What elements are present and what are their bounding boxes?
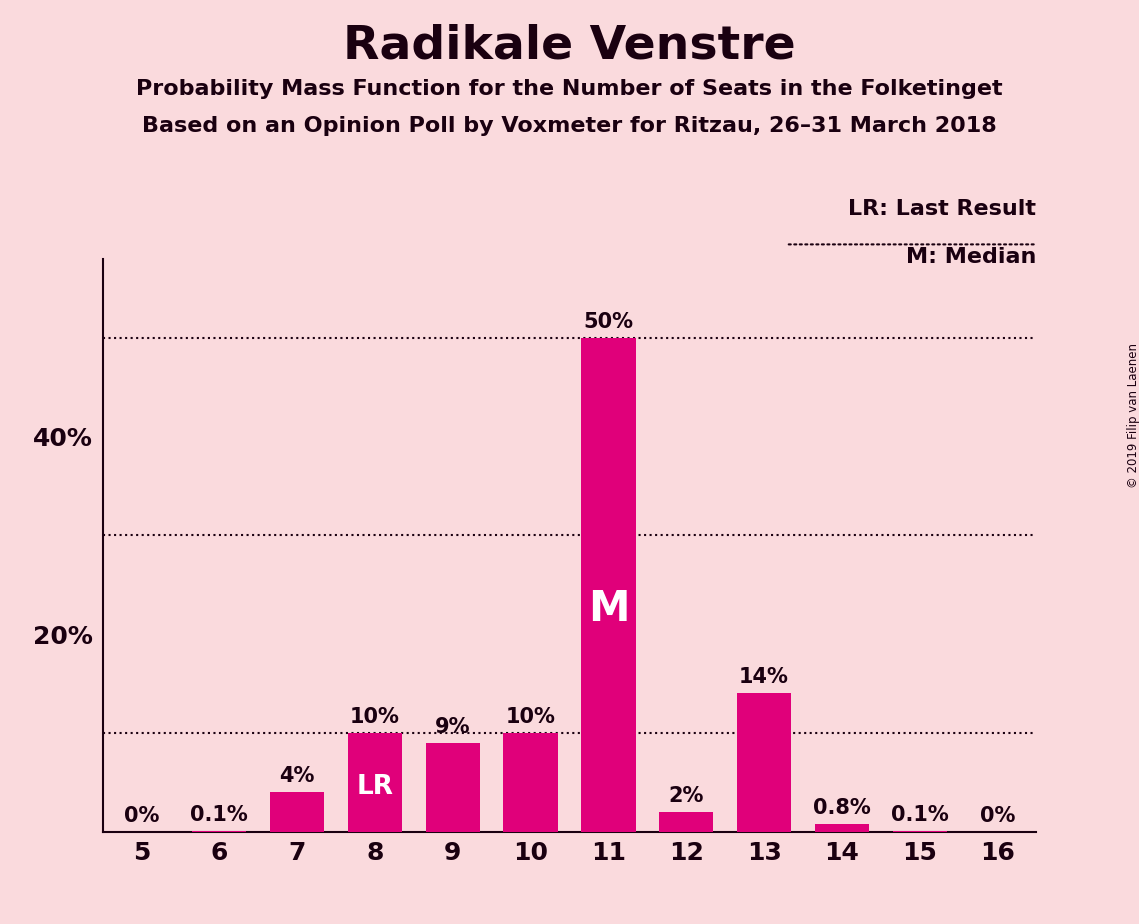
Bar	[737, 693, 792, 832]
Bar	[270, 792, 325, 832]
Bar	[503, 733, 558, 832]
Text: M: Median: M: Median	[907, 248, 1036, 267]
Text: LR: Last Result: LR: Last Result	[849, 199, 1036, 219]
Bar	[426, 743, 480, 832]
Bar	[659, 812, 713, 832]
Text: 0%: 0%	[980, 806, 1015, 826]
Text: 10%: 10%	[350, 707, 400, 727]
Text: 0.8%: 0.8%	[813, 797, 871, 818]
Bar	[192, 831, 246, 832]
Text: 50%: 50%	[583, 311, 633, 332]
Text: Radikale Venstre: Radikale Venstre	[343, 23, 796, 68]
Text: Probability Mass Function for the Number of Seats in the Folketinget: Probability Mass Function for the Number…	[137, 79, 1002, 99]
Text: 10%: 10%	[506, 707, 556, 727]
Bar	[581, 338, 636, 832]
Bar	[893, 831, 947, 832]
Bar	[347, 733, 402, 832]
Bar	[814, 823, 869, 832]
Text: LR: LR	[357, 774, 393, 800]
Text: © 2019 Filip van Laenen: © 2019 Filip van Laenen	[1126, 344, 1139, 488]
Text: Based on an Opinion Poll by Voxmeter for Ritzau, 26–31 March 2018: Based on an Opinion Poll by Voxmeter for…	[142, 116, 997, 136]
Text: 4%: 4%	[279, 766, 314, 786]
Text: 0%: 0%	[124, 806, 159, 826]
Text: 2%: 2%	[669, 786, 704, 806]
Text: 9%: 9%	[435, 717, 470, 736]
Text: 14%: 14%	[739, 667, 789, 687]
Text: 0.1%: 0.1%	[190, 805, 248, 825]
Text: 0.1%: 0.1%	[891, 805, 949, 825]
Text: M: M	[588, 589, 629, 630]
